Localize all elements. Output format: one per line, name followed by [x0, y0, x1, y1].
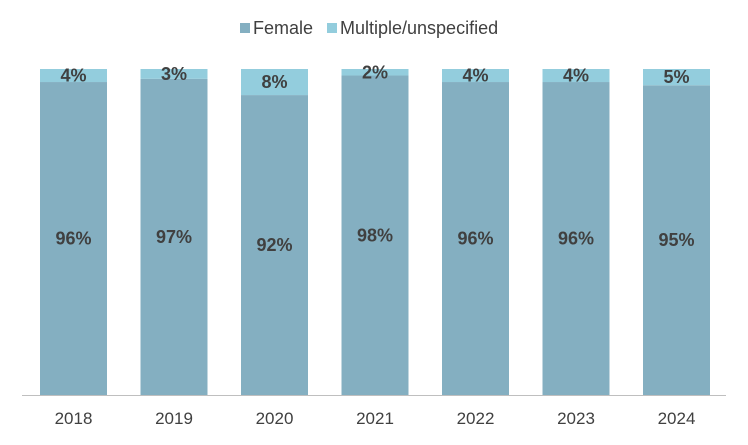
x-tick-label-2022: 2022: [457, 409, 495, 428]
data-label-female-2021: 98%: [357, 225, 393, 245]
bar-multiple-unspecified-2022: [442, 69, 509, 83]
bars: [40, 69, 710, 396]
bar-female-2020: [241, 95, 308, 395]
legend-label-multiple-unspecified: Multiple/unspecified: [340, 18, 498, 38]
legend: Female Multiple/unspecified: [240, 18, 498, 38]
data-label-female-2022: 96%: [457, 229, 493, 249]
legend-swatch-multiple-unspecified: [327, 23, 337, 33]
data-label-female-2019: 97%: [156, 227, 192, 247]
data-label-female-2018: 96%: [55, 229, 91, 249]
data-label-female-2023: 96%: [558, 229, 594, 249]
x-tick-label-2024: 2024: [658, 409, 696, 428]
x-tick-label-2019: 2019: [155, 409, 193, 428]
bar-multiple-unspecified-2024: [643, 69, 710, 86]
data-label-female-2020: 92%: [256, 235, 292, 255]
bar-female-2023: [542, 82, 610, 395]
bar-female-2021: [341, 75, 409, 396]
bar-female-2022: [442, 82, 509, 395]
data-label-multiple-unspecified-2023: 4%: [563, 66, 589, 86]
x-tick-label-2018: 2018: [55, 409, 93, 428]
bar-multiple-unspecified-2019: [140, 69, 208, 79]
data-labels: 96% 4% 97% 3% 92% 8% 98% 2% 96% 4% 96% 4% 95% 5%: [55, 62, 694, 255]
bar-multiple-unspecified-2021: [341, 69, 409, 76]
x-tick-label-2021: 2021: [356, 409, 394, 428]
bar-female-2024: [643, 85, 710, 396]
x-axis-tick-labels: 2018 2019 2020 2021 2022 2023 2024: [55, 409, 696, 428]
bar-multiple-unspecified-2020: [241, 69, 308, 96]
bar-multiple-unspecified-2018: [40, 69, 107, 83]
legend-swatch-female: [240, 23, 250, 33]
data-label-multiple-unspecified-2024: 5%: [663, 67, 689, 87]
data-label-multiple-unspecified-2019: 3%: [161, 64, 187, 84]
bar-multiple-unspecified-2023: [542, 69, 610, 83]
data-label-multiple-unspecified-2022: 4%: [462, 66, 488, 86]
bar-female-2019: [140, 78, 208, 395]
bar-female-2018: [40, 82, 107, 395]
data-label-female-2024: 95%: [658, 230, 694, 250]
legend-label-female: Female: [253, 18, 313, 38]
data-label-multiple-unspecified-2021: 2%: [362, 62, 388, 82]
x-tick-label-2023: 2023: [557, 409, 595, 428]
x-tick-label-2020: 2020: [256, 409, 294, 428]
data-label-multiple-unspecified-2020: 8%: [261, 72, 287, 92]
data-label-multiple-unspecified-2018: 4%: [60, 66, 86, 86]
